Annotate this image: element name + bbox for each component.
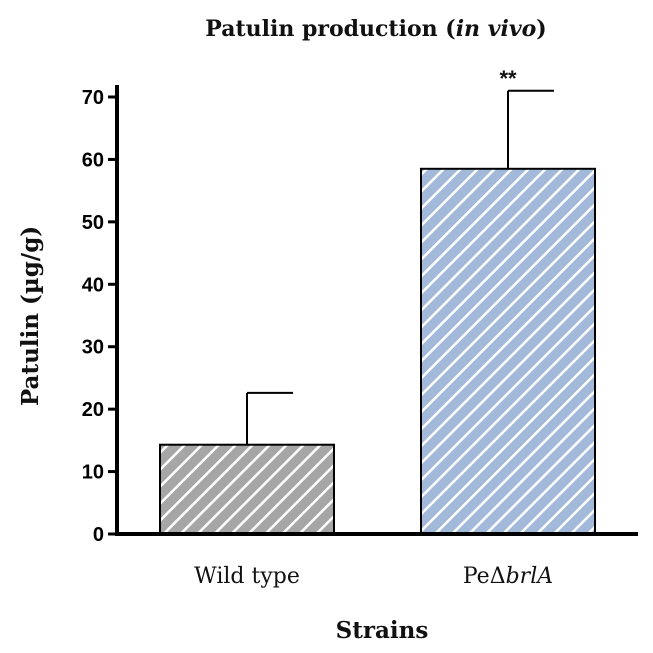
x-tick-label-1: PeΔbrlA — [463, 564, 553, 589]
y-tick-label-0: 0 — [93, 524, 104, 546]
significance-label-1: ** — [499, 66, 517, 91]
x-axis-title: Strains — [336, 617, 429, 644]
bar-0 — [159, 443, 335, 535]
y-tick-label-10: 10 — [82, 462, 104, 484]
error-bars-layer — [246, 89, 554, 445]
y-tick-label-30: 30 — [82, 337, 104, 359]
x-tick-label-plain-1: PeΔ — [463, 564, 506, 589]
chart-title: Patulin production (in vivo) — [205, 16, 546, 42]
y-tick-label-20: 20 — [82, 399, 104, 421]
chart-title-close: ) — [536, 16, 546, 42]
bars-layer — [159, 167, 596, 536]
y-tick-label-40: 40 — [82, 274, 104, 296]
x-tick-label-italic-1: brlA — [506, 564, 554, 589]
y-tick-label-70: 70 — [82, 87, 104, 109]
x-tick-label-plain-0: Wild type — [194, 564, 300, 589]
labels-layer: Wild type ** PeΔbrlA — [194, 66, 553, 589]
x-tick-label-0: Wild type — [194, 564, 300, 589]
chart-title-main: Patulin production ( — [205, 16, 455, 42]
chart-title-italic: in vivo — [456, 16, 537, 42]
y-axis-title: Patulin (µg/g) — [17, 226, 44, 406]
bar-1 — [420, 167, 596, 536]
axes-layer: 0 10 20 30 40 50 60 70 — [82, 85, 638, 546]
y-tick-label-50: 50 — [82, 212, 104, 234]
y-tick-label-60: 60 — [82, 149, 104, 171]
